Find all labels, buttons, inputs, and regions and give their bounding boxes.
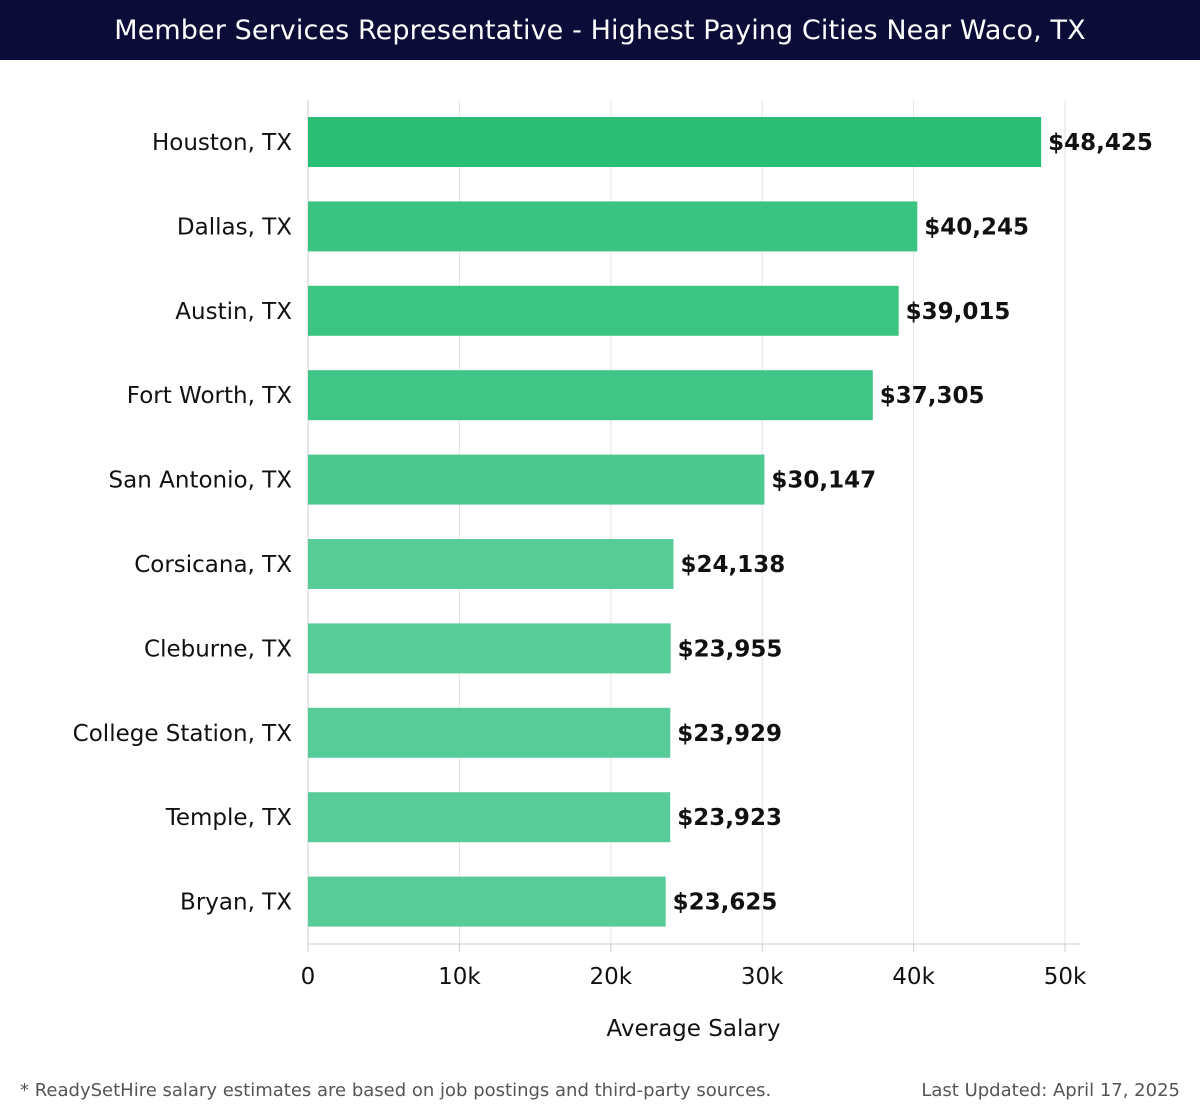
footer-updated: Last Updated: April 17, 2025 <box>921 1080 1180 1101</box>
x-tick-label-1: 10k <box>438 964 481 990</box>
value-label-0: $48,425 <box>1048 130 1153 156</box>
category-label-3: Fort Worth, TX <box>127 383 292 409</box>
value-label-9: $23,625 <box>673 890 778 916</box>
value-label-8: $23,923 <box>677 805 782 831</box>
category-label-1: Dallas, TX <box>177 214 292 240</box>
x-axis-title: Average Salary <box>606 1016 780 1042</box>
x-tick-label-2: 20k <box>590 964 633 990</box>
bar-2 <box>308 285 899 336</box>
category-label-7: College Station, TX <box>73 721 293 747</box>
x-tick-label-0: 0 <box>301 964 316 990</box>
footer-note: * ReadySetHire salary estimates are base… <box>20 1080 772 1101</box>
x-tick-label-5: 50k <box>1044 964 1087 990</box>
category-label-8: Temple, TX <box>165 805 293 831</box>
bar-8 <box>308 792 671 843</box>
bar-1 <box>308 201 918 252</box>
value-label-2: $39,015 <box>906 299 1011 325</box>
bar-5 <box>308 539 674 589</box>
category-label-6: Cleburne, TX <box>144 636 292 662</box>
value-label-7: $23,929 <box>677 721 782 747</box>
bar-0 <box>308 117 1042 167</box>
category-label-2: Austin, TX <box>175 299 292 325</box>
bar-6 <box>308 623 671 674</box>
bar-9 <box>308 876 666 927</box>
bar-chart: 0 10k 20k 30k 40k 50k Average Salary Houston, T… <box>73 100 1153 1042</box>
bar-7 <box>308 707 671 758</box>
category-label-9: Bryan, TX <box>180 890 292 916</box>
value-label-3: $37,305 <box>880 383 985 409</box>
value-label-1: $40,245 <box>924 214 1029 240</box>
category-label-4: San Antonio, TX <box>109 468 293 494</box>
x-tick-label-3: 30k <box>741 964 784 990</box>
value-label-6: $23,955 <box>678 636 783 662</box>
category-label-0: Houston, TX <box>152 130 292 156</box>
category-label-5: Corsicana, TX <box>134 552 292 578</box>
value-label-5: $24,138 <box>680 552 785 578</box>
value-label-4: $30,147 <box>771 468 876 494</box>
x-tick-label-4: 40k <box>892 964 935 990</box>
chart-title: Member Services Representative - Highest… <box>0 0 1200 60</box>
bar-3 <box>308 370 873 421</box>
bar-4 <box>308 454 765 505</box>
